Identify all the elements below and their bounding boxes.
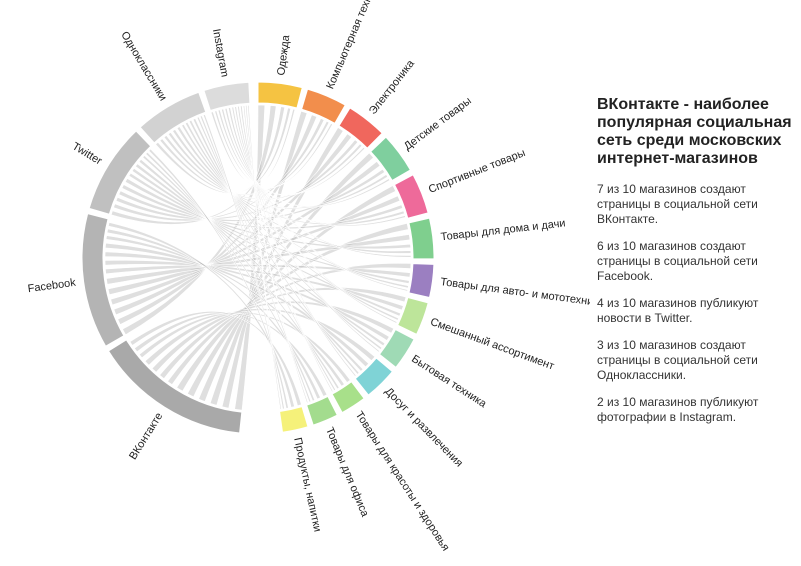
network-label-2: Twitter [70,140,104,167]
side-panel: ВКонтакте - наиболее популярная социальн… [597,96,795,437]
ribbons [104,104,412,411]
ribbon [163,135,363,201]
ribbon [192,118,360,375]
category-arc-5 [408,217,435,260]
ribbon [240,105,357,377]
panel-title: ВКонтакте - наиболее популярная социальн… [597,96,792,167]
ribbon [181,123,409,289]
network-arc-1 [81,213,125,347]
network-arc-2 [88,130,152,215]
ribbon [234,106,398,324]
ribbon [129,311,302,407]
category-label-0: Одежда [275,34,292,77]
ribbon [184,121,400,321]
category-arc-8 [378,328,415,369]
category-arc-12 [279,406,309,433]
category-arc-0 [257,81,303,109]
ribbon [105,264,411,278]
ribbon [231,106,409,292]
note-instagram: 2 из 10 магазинов публикуют фотографии в… [597,395,759,424]
ribbon [172,129,405,226]
ribbon [106,228,321,400]
category-arc-3 [369,136,412,182]
ribbon [237,105,380,353]
ribbon [228,107,412,258]
category-arc-7 [397,296,429,335]
ribbon [113,118,325,222]
category-arc-11 [306,395,338,426]
ribbon [176,126,412,254]
network-label-0: ВКонтакте [127,411,165,462]
category-label-3: Детские товары [402,95,474,153]
category-label-1: Компьютерная техника [324,0,381,91]
ribbon [104,260,404,311]
ribbon [110,161,381,306]
ribbon [167,262,412,386]
category-arc-2 [338,107,383,149]
ribbon [105,242,370,368]
ribbon [188,119,383,350]
network-arc-0 [107,339,243,434]
network-arc-3 [139,91,207,144]
category-arc-10 [331,380,365,414]
ribbon [122,105,277,336]
category-label-2: Электроника [367,57,418,117]
arcs [81,81,435,434]
ribbon [108,222,295,408]
category-label-11: Товары для офиса [323,426,371,520]
ribbon [217,109,366,196]
network-arc-4 [203,81,251,112]
chord-diagram: Одежда Компьютерная техникаЭлектроникаДет… [27,0,590,553]
ribbon [124,178,411,250]
ribbon [209,127,344,406]
category-label-6: Товары для авто- и мототехники [440,276,590,310]
ribbon [187,185,397,398]
ribbon [224,107,406,227]
ribbon [214,110,333,189]
ribbon [221,108,391,208]
category-label-12: Продукты, напитки [291,437,323,533]
ribbon [105,235,345,387]
network-label-4: Instagram [210,28,231,78]
ribbon [155,107,292,194]
ribbon [117,114,318,325]
ribbon [107,195,401,296]
ribbon [159,120,330,196]
category-label-7: Смешанный ассортимент [429,316,556,373]
ribbon [198,152,374,402]
network-label-3: Одноклассники [118,29,169,103]
ribbon [210,108,296,185]
ribbon [247,104,282,410]
category-label-4: Спортивные товары [427,147,527,196]
note-twitter: 4 из 10 магазинов публикуют новости в Tw… [597,296,759,325]
ribbon [196,116,337,392]
ribbon [148,148,289,409]
category-arc-4 [393,174,429,219]
note-vk: 7 из 10 магазинов создают страницы в соц… [597,182,758,226]
ribbon [199,115,312,403]
note-facebook: 6 из 10 магазинов создают страницы в соц… [597,239,758,283]
note-odnoklassniki: 3 из 10 магазинов создают страницы в соц… [597,338,758,382]
ribbon [202,114,285,410]
category-label-8: Бытовая техника [409,353,489,411]
ribbon [145,151,316,402]
ribbon [245,105,309,404]
category-arc-6 [408,263,435,299]
network-label-1: Facebook [27,277,77,295]
category-label-5: Товары для дома и дачи [440,217,566,243]
category-arc-9 [354,357,394,396]
ribbon [242,105,334,393]
category-arc-1 [301,88,346,125]
category-label-9: Досуг и развлечения [382,385,465,469]
ribbon [128,172,410,284]
